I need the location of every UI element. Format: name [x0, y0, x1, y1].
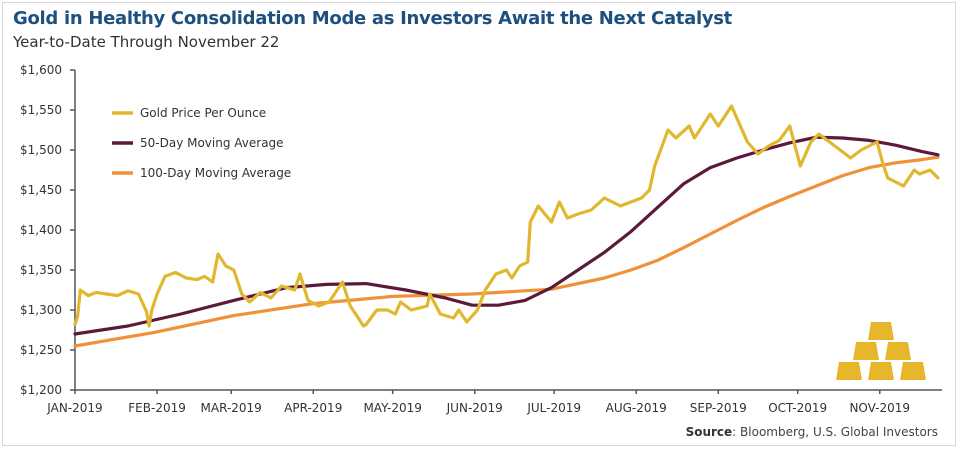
x-tick-label: APR-2019	[284, 401, 342, 415]
x-tick-label: OCT-2019	[768, 401, 827, 415]
source-note: Source: Bloomberg, U.S. Global Investors	[686, 425, 938, 439]
x-tick-label: JUL-2019	[526, 401, 581, 415]
series-line-100-day-moving-average	[73, 155, 940, 348]
x-tick-label: SEP-2019	[690, 401, 747, 415]
x-tick-label: FEB-2019	[128, 401, 186, 415]
gold-bar	[868, 322, 894, 340]
legend: Gold Price Per Ounce 50-Day Moving Averag…	[112, 106, 291, 180]
chart-subtitle: Year-to-Date Through November 22	[13, 33, 280, 51]
y-tick-label: $1,200	[20, 383, 62, 397]
y-tick-label: $1,450	[20, 183, 62, 197]
legend-label: 50-Day Moving Average	[140, 136, 284, 150]
x-tick-label: JAN-2019	[46, 401, 102, 415]
gold-bar	[868, 362, 894, 380]
y-tick-label: $1,350	[20, 263, 62, 277]
chart-title: Gold in Healthy Consolidation Mode as In…	[13, 8, 732, 29]
source-label: Source	[685, 425, 733, 439]
gold-bar	[853, 342, 879, 360]
x-tick-label: NOV-2019	[849, 401, 910, 415]
x-tick-label: JUN-2019	[446, 401, 503, 415]
y-tick-label: $1,500	[20, 143, 62, 157]
y-tick-label: $1,250	[20, 343, 62, 357]
series-line-gold-price-per-ounce	[73, 104, 940, 328]
y-tick-label: $1,600	[20, 63, 62, 77]
source-text: : Bloomberg, U.S. Global Investors	[732, 425, 938, 439]
x-tick-label: MAY-2019	[363, 401, 421, 415]
axes: $1,200 $1,250 $1,300 $1,350 $1,400 $1,450 $1,5…	[20, 63, 942, 415]
series-group	[73, 104, 940, 348]
gold-bar	[900, 362, 926, 380]
y-tick-label: $1,400	[20, 223, 62, 237]
y-tick-label: $1,550	[20, 103, 62, 117]
y-tick-label: $1,300	[20, 303, 62, 317]
legend-label: 100-Day Moving Average	[140, 166, 291, 180]
series-line-50-day-moving-average	[73, 135, 940, 336]
gold-bar	[885, 342, 911, 360]
x-tick-label: AUG-2019	[606, 401, 667, 415]
x-tick-label: MAR-2019	[201, 401, 262, 415]
legend-label: Gold Price Per Ounce	[140, 106, 266, 120]
gold-bar	[836, 362, 862, 380]
gold-bars-icon	[836, 322, 926, 380]
